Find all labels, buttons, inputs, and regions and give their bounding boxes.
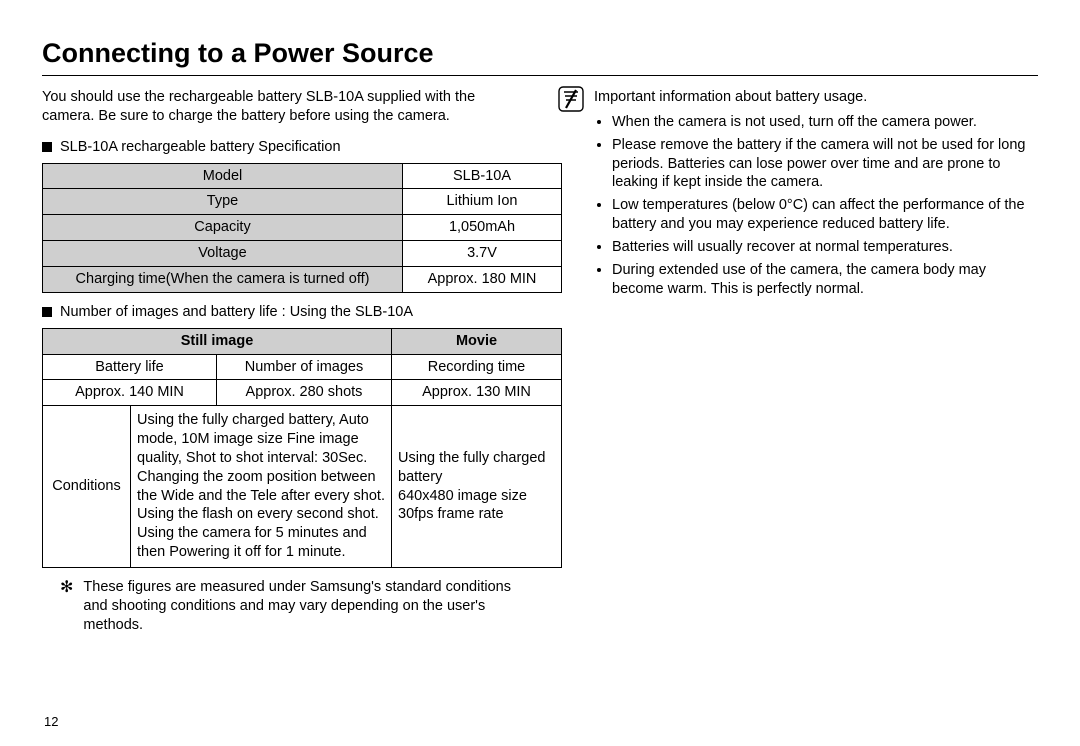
life-label: Number of images and battery life : Usin… [42, 303, 522, 322]
spec-key: Charging time(When the camera is turned … [43, 267, 403, 293]
note-item: Please remove the battery if the camera … [612, 136, 1038, 193]
square-bullet-icon [42, 307, 52, 317]
spec-label-text: SLB-10A rechargeable battery Specificati… [60, 138, 341, 157]
conditions-movie: Using the fully charged battery 640x480 … [392, 406, 562, 568]
spec-key: Voltage [43, 241, 403, 267]
footnote-text: These figures are measured under Samsung… [83, 578, 514, 635]
spec-val: SLB-10A [403, 163, 562, 189]
note-icon [558, 86, 584, 112]
life-cell: Battery life [43, 354, 217, 380]
spec-val: Lithium Ion [403, 189, 562, 215]
intro-text: You should use the rechargeable battery … [42, 88, 522, 126]
note-item: When the camera is not used, turn off th… [612, 113, 1038, 132]
spec-key: Type [43, 189, 403, 215]
square-bullet-icon [42, 142, 52, 152]
note-list: When the camera is not used, turn off th… [594, 113, 1038, 299]
life-label-text: Number of images and battery life : Usin… [60, 303, 413, 322]
note-item: Low temperatures (below 0°C) can affect … [612, 196, 1038, 234]
note-item: During extended use of the camera, the c… [612, 261, 1038, 299]
spec-val: 1,050mAh [403, 215, 562, 241]
life-cell: Approx. 140 MIN [43, 380, 217, 406]
spec-val: 3.7V [403, 241, 562, 267]
note-heading: Important information about battery usag… [594, 88, 1038, 107]
spec-val: Approx. 180 MIN [403, 267, 562, 293]
spec-key: Capacity [43, 215, 403, 241]
life-header-movie: Movie [392, 328, 562, 354]
life-cell: Number of images [217, 354, 392, 380]
page-number: 12 [44, 714, 58, 731]
life-table: Still image Movie Battery life Number of… [42, 328, 562, 568]
spec-label: SLB-10A rechargeable battery Specificati… [42, 138, 522, 157]
life-cell: Recording time [392, 354, 562, 380]
life-cell: Approx. 280 shots [217, 380, 392, 406]
reference-mark-icon: ✻ [60, 580, 73, 596]
life-header-still: Still image [43, 328, 392, 354]
conditions-label: Conditions [43, 406, 131, 568]
footnote: ✻ These figures are measured under Samsu… [42, 578, 522, 635]
note-block: Important information about battery usag… [558, 88, 1038, 302]
left-column: You should use the rechargeable battery … [42, 88, 522, 634]
conditions-still: Using the fully charged battery, Auto mo… [131, 406, 392, 568]
life-cell: Approx. 130 MIN [392, 380, 562, 406]
note-item: Batteries will usually recover at normal… [612, 238, 1038, 257]
spec-key: Model [43, 163, 403, 189]
right-column: Important information about battery usag… [558, 88, 1038, 634]
spec-table: ModelSLB-10A TypeLithium Ion Capacity1,0… [42, 163, 562, 293]
page-title: Connecting to a Power Source [42, 36, 1038, 76]
